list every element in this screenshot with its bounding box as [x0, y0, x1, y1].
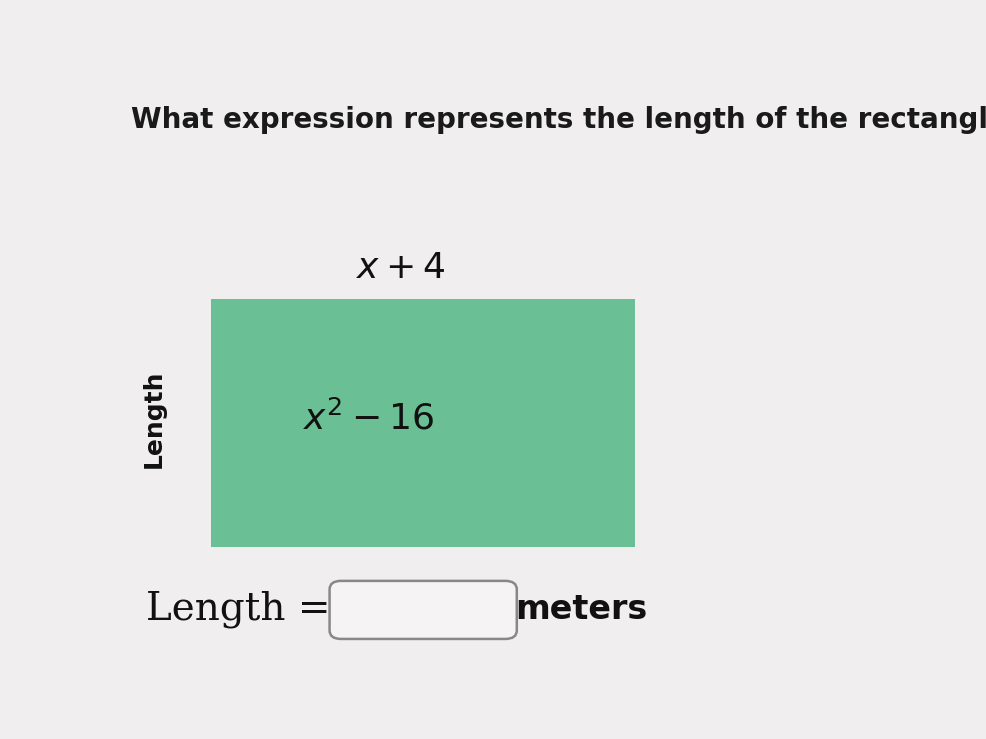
Text: Length: Length [142, 370, 166, 468]
Text: meters: meters [516, 593, 648, 626]
Text: Length =: Length = [146, 590, 330, 628]
FancyBboxPatch shape [329, 581, 517, 639]
Text: $x^2 - 16$: $x^2 - 16$ [303, 401, 434, 437]
Text: What expression represents the length of the rectangle?: What expression represents the length of… [131, 106, 986, 134]
Bar [211, 299, 635, 547]
Text: $x + 4$: $x + 4$ [356, 251, 446, 285]
